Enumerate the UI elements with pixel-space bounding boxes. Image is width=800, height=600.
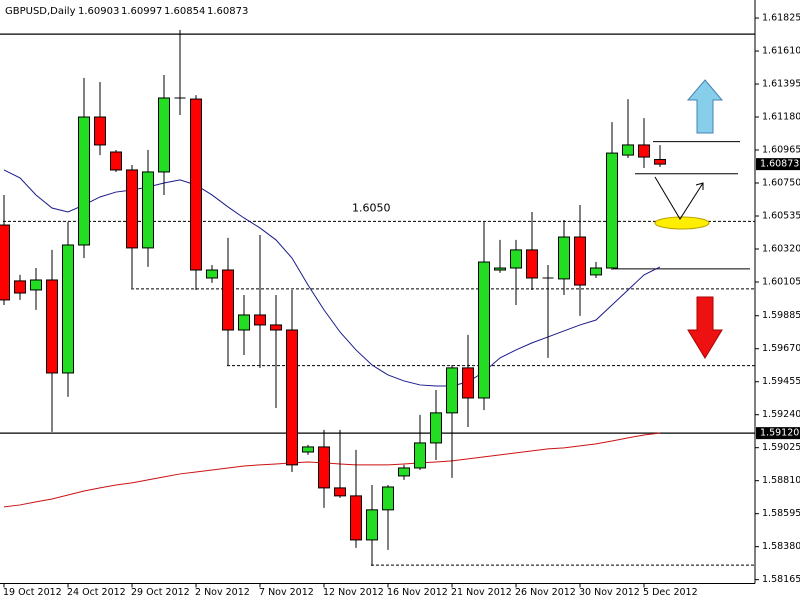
x-tick-label: 2 Nov 2012 [195, 587, 250, 598]
x-tick-label: 26 Nov 2012 [515, 587, 576, 598]
x-tick-label: 5 Dec 2012 [643, 587, 698, 598]
candle-body [94, 116, 106, 146]
candle-body [270, 324, 282, 331]
candle-body [222, 269, 234, 331]
candle-body [46, 279, 58, 374]
candle-body [510, 249, 522, 269]
down-arrow [687, 296, 723, 359]
candle-body [142, 171, 154, 249]
y-tick-label: 1.60105 [762, 276, 800, 287]
candle-body [206, 269, 218, 279]
y-tick-label: 1.61180 [762, 112, 800, 123]
candle-body [430, 412, 442, 444]
candle-body [158, 97, 170, 173]
candle-body [286, 329, 298, 466]
x-tick-label: 21 Nov 2012 [451, 587, 512, 598]
y-tick-label: 1.59240 [762, 409, 800, 420]
level-price-box [756, 427, 800, 440]
current-price-label: 1.60873 [760, 159, 799, 170]
y-tick-label: 1.61825 [762, 13, 800, 24]
header-high: 1.60997 [121, 6, 162, 17]
candle-body [590, 267, 602, 276]
candle-body [110, 151, 122, 171]
candle-body [0, 224, 10, 301]
candle-body [574, 236, 586, 286]
target-ellipse [654, 216, 710, 230]
current-price-box [756, 158, 800, 171]
x-tick-label: 12 Nov 2012 [323, 587, 384, 598]
candle-body [638, 144, 650, 158]
candle-body [526, 249, 538, 279]
candle-body [398, 467, 410, 477]
y-tick-label: 1.58810 [762, 475, 800, 486]
y-tick-label: 1.60320 [762, 243, 800, 254]
candle-body [414, 442, 426, 469]
y-tick-label: 1.59885 [762, 310, 800, 321]
y-tick-label: 1.59025 [762, 442, 800, 453]
candle-body [622, 144, 634, 156]
y-tick-label: 1.60535 [762, 210, 800, 221]
y-tick-label: 1.60965 [762, 145, 800, 156]
candle-body [654, 159, 666, 165]
candle-body [350, 495, 362, 541]
candle-body [606, 152, 618, 269]
moving-average [3, 432, 661, 508]
level-annotation: 1.6050 [352, 201, 391, 214]
candle-body [318, 446, 330, 489]
x-tick-label: 29 Oct 2012 [131, 587, 190, 598]
candle-body [334, 487, 346, 497]
header-low: 1.60854 [164, 6, 205, 17]
annotations [654, 79, 724, 359]
y-tick-label: 1.59670 [762, 343, 800, 354]
candle-body [478, 261, 490, 399]
y-tick-label: 1.61395 [762, 79, 800, 90]
path-arrow-head [695, 182, 704, 190]
chart-title: GBPUSD,Daily [5, 6, 76, 17]
candle-body [366, 509, 378, 541]
x-tick-label: 7 Nov 2012 [259, 587, 314, 598]
moving-average [3, 169, 661, 387]
header-close: 1.60873 [207, 6, 248, 17]
level-price-label: 1.59120 [760, 428, 799, 439]
x-tick-label: 30 Nov 2012 [579, 587, 640, 598]
x-tick-label: 19 Oct 2012 [3, 587, 62, 598]
candle-body [382, 486, 394, 511]
y-tick-label: 1.58595 [762, 508, 800, 519]
candle-body [126, 169, 138, 249]
candle-body [254, 314, 266, 326]
y-tick-label: 1.60750 [762, 178, 800, 189]
x-tick-label: 24 Oct 2012 [67, 587, 126, 598]
candle-body [302, 446, 314, 453]
candle-body [62, 244, 74, 374]
x-tick-label: 16 Nov 2012 [387, 587, 448, 598]
header-open: 1.60903 [78, 6, 119, 17]
candle-body [30, 279, 42, 291]
y-tick-label: 1.61610 [762, 46, 800, 57]
candle-body [494, 267, 506, 271]
candle-body [462, 367, 474, 399]
y-tick-label: 1.59455 [762, 376, 800, 387]
up-arrow [686, 79, 724, 134]
candle-body [190, 98, 202, 271]
y-tick-label: 1.58165 [762, 574, 800, 585]
candle-body [446, 367, 458, 414]
candle-body [558, 236, 570, 280]
candle-body [14, 280, 26, 294]
candle-body [78, 116, 90, 246]
candle-body [238, 314, 250, 331]
y-tick-label: 1.58380 [762, 541, 800, 552]
path-arrow [654, 176, 704, 220]
